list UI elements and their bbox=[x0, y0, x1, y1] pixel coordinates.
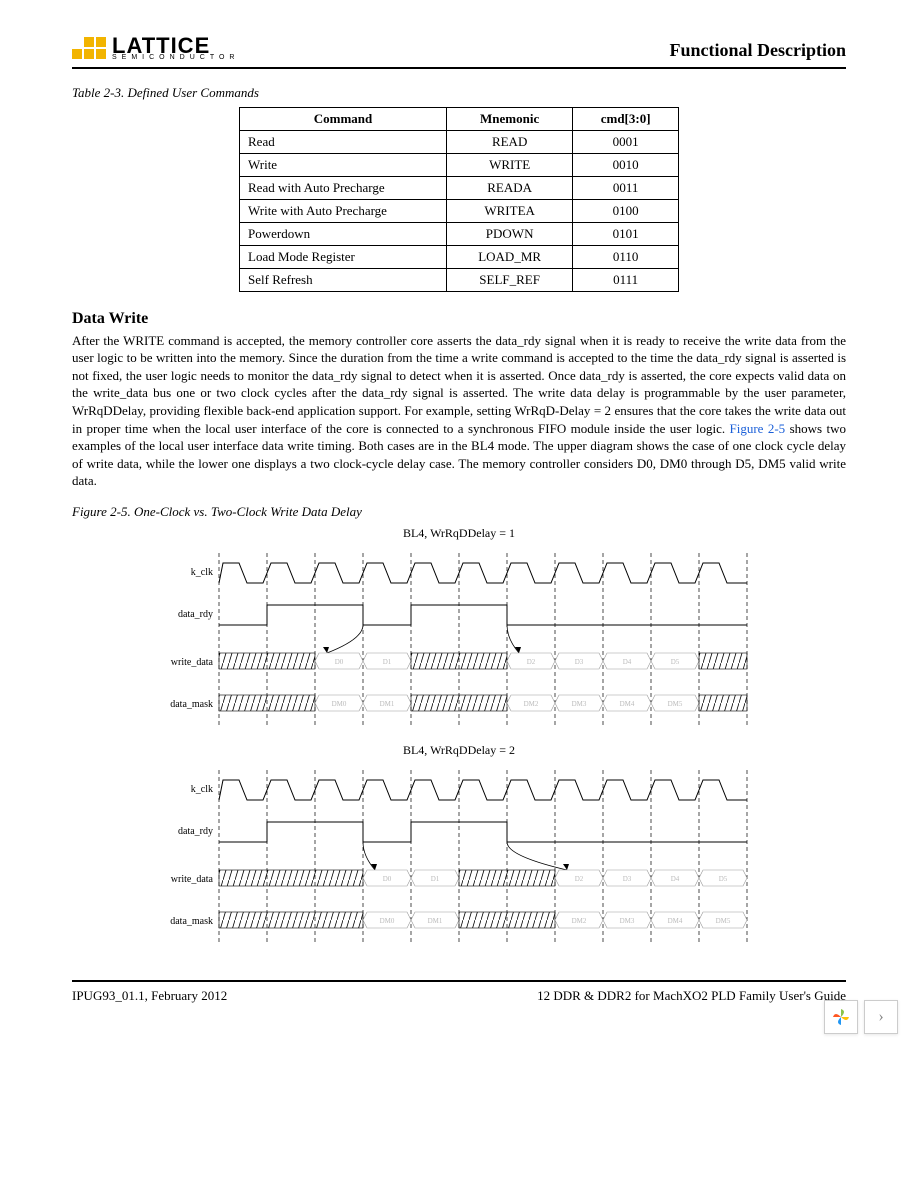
svg-text:D3: D3 bbox=[623, 875, 632, 883]
svg-text:DM5: DM5 bbox=[668, 700, 683, 708]
logo-subtext: SEMICONDUCTOR bbox=[112, 54, 239, 61]
table-cell: Read bbox=[240, 130, 447, 153]
svg-text:data_rdy: data_rdy bbox=[178, 609, 213, 620]
page-header: LATTICE SEMICONDUCTOR Functional Descrip… bbox=[72, 36, 846, 69]
svg-text:D2: D2 bbox=[527, 658, 536, 666]
logo: LATTICE SEMICONDUCTOR bbox=[72, 36, 239, 61]
table-header: Mnemonic bbox=[447, 107, 573, 130]
svg-text:DM3: DM3 bbox=[572, 700, 587, 708]
svg-text:D1: D1 bbox=[383, 658, 392, 666]
table-cell: LOAD_MR bbox=[447, 245, 573, 268]
logo-squares-icon bbox=[72, 37, 106, 59]
svg-text:D0: D0 bbox=[383, 875, 392, 883]
table-cell: PDOWN bbox=[447, 222, 573, 245]
svg-text:k_clk: k_clk bbox=[191, 567, 213, 578]
svg-text:DM3: DM3 bbox=[620, 917, 635, 925]
table-cell: WRITE bbox=[447, 153, 573, 176]
svg-text:DM0: DM0 bbox=[380, 917, 395, 925]
chevron-right-icon: › bbox=[878, 1008, 883, 1026]
table-cell: 0111 bbox=[573, 268, 679, 291]
table-cell: READ bbox=[447, 130, 573, 153]
table-row: Write with Auto PrechargeWRITEA0100 bbox=[240, 199, 679, 222]
table-cell: Read with Auto Precharge bbox=[240, 176, 447, 199]
svg-text:DM2: DM2 bbox=[524, 700, 539, 708]
svg-text:k_clk: k_clk bbox=[191, 784, 213, 795]
table-row: Load Mode RegisterLOAD_MR0110 bbox=[240, 245, 679, 268]
table-caption: Table 2-3. Defined User Commands bbox=[72, 85, 846, 101]
timing-svg: k_clk data_rdy write_data data_mask D0 D1 D2 D3… bbox=[139, 543, 779, 733]
table-cell: WRITEA bbox=[447, 199, 573, 222]
table-cell: 0011 bbox=[573, 176, 679, 199]
table-row: ReadREAD0001 bbox=[240, 130, 679, 153]
table-cell: READA bbox=[447, 176, 573, 199]
svg-text:DM4: DM4 bbox=[620, 700, 635, 708]
svg-text:write_data: write_data bbox=[171, 657, 214, 668]
svg-text:D3: D3 bbox=[575, 658, 584, 666]
table-cell: SELF_REF bbox=[447, 268, 573, 291]
svg-text:D1: D1 bbox=[431, 875, 440, 883]
svg-text:D2: D2 bbox=[575, 875, 584, 883]
table-cell: 0100 bbox=[573, 199, 679, 222]
nav-next-button[interactable]: › bbox=[864, 1000, 898, 1034]
svg-text:DM4: DM4 bbox=[668, 917, 683, 925]
footer-left: IPUG93_01.1, February 2012 bbox=[72, 988, 227, 1004]
svg-text:write_data: write_data bbox=[171, 874, 214, 885]
table-cell: Load Mode Register bbox=[240, 245, 447, 268]
table-row: PowerdownPDOWN0101 bbox=[240, 222, 679, 245]
table-cell: 0101 bbox=[573, 222, 679, 245]
svg-text:DM5: DM5 bbox=[716, 917, 731, 925]
timing-diagram: BL4, WrRqDDelay = 1 k_clk data_rdy write_d… bbox=[72, 526, 846, 733]
table-row: Self RefreshSELF_REF0111 bbox=[240, 268, 679, 291]
svg-text:DM0: DM0 bbox=[332, 700, 347, 708]
table-cell: 0110 bbox=[573, 245, 679, 268]
table-cell: 0001 bbox=[573, 130, 679, 153]
svg-text:D0: D0 bbox=[335, 658, 344, 666]
timing-title: BL4, WrRqDDelay = 1 bbox=[72, 526, 846, 541]
nav-home-button[interactable] bbox=[824, 1000, 858, 1034]
svg-text:D5: D5 bbox=[719, 875, 728, 883]
table-cell: Powerdown bbox=[240, 222, 447, 245]
nav-widget: › bbox=[824, 1000, 898, 1034]
table-cell: Write bbox=[240, 153, 447, 176]
svg-text:D4: D4 bbox=[623, 658, 632, 666]
pinwheel-icon bbox=[831, 1007, 851, 1027]
svg-text:DM1: DM1 bbox=[380, 700, 395, 708]
svg-text:D4: D4 bbox=[671, 875, 680, 883]
table-cell: Self Refresh bbox=[240, 268, 447, 291]
svg-text:D5: D5 bbox=[671, 658, 680, 666]
footer-right: 12 DDR & DDR2 for MachXO2 PLD Family Use… bbox=[537, 988, 846, 1004]
table-header: Command bbox=[240, 107, 447, 130]
command-table: CommandMnemoniccmd[3:0] ReadREAD0001Writ… bbox=[239, 107, 679, 292]
table-row: Read with Auto PrechargeREADA0011 bbox=[240, 176, 679, 199]
table-cell: Write with Auto Precharge bbox=[240, 199, 447, 222]
table-row: WriteWRITE0010 bbox=[240, 153, 679, 176]
table-cell: 0010 bbox=[573, 153, 679, 176]
body-paragraph: After the WRITE command is accepted, the… bbox=[72, 332, 846, 490]
svg-text:data_rdy: data_rdy bbox=[178, 826, 213, 837]
figure-caption: Figure 2-5. One-Clock vs. Two-Clock Writ… bbox=[72, 504, 846, 520]
section-title: Functional Description bbox=[669, 40, 846, 61]
timing-diagram: BL4, WrRqDDelay = 2 k_clk data_rdy write_d… bbox=[72, 743, 846, 950]
svg-text:DM2: DM2 bbox=[572, 917, 587, 925]
section-heading: Data Write bbox=[72, 310, 846, 328]
svg-text:DM1: DM1 bbox=[428, 917, 443, 925]
svg-text:data_mask: data_mask bbox=[170, 699, 213, 710]
timing-title: BL4, WrRqDDelay = 2 bbox=[72, 743, 846, 758]
page-footer: IPUG93_01.1, February 2012 12 DDR & DDR2… bbox=[72, 980, 846, 1004]
figure-reference-link[interactable]: Figure 2-5 bbox=[730, 421, 786, 436]
timing-svg: k_clk data_rdy write_data data_mask D0 D1 D2 D3… bbox=[139, 760, 779, 950]
table-header: cmd[3:0] bbox=[573, 107, 679, 130]
svg-text:data_mask: data_mask bbox=[170, 916, 213, 927]
